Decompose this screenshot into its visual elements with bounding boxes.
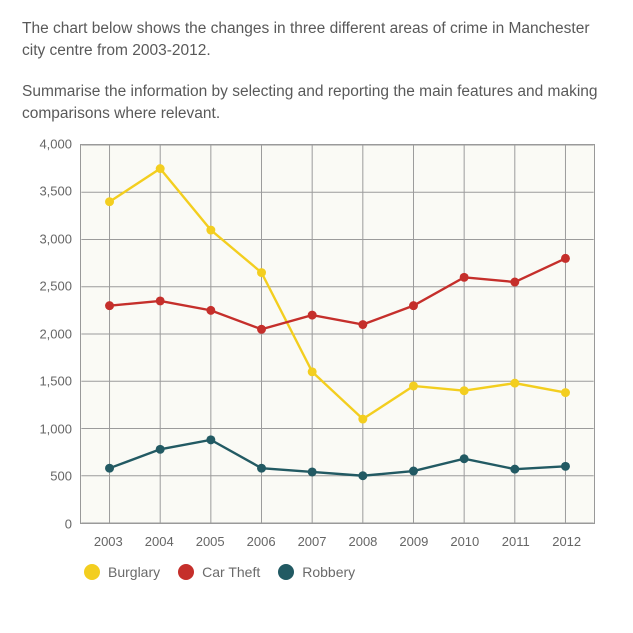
data-point [308, 367, 317, 376]
data-point [156, 296, 165, 305]
series-line-robbery [110, 440, 566, 476]
data-point [257, 464, 266, 473]
legend-label: Burglary [108, 564, 160, 580]
legend-label: Robbery [302, 564, 355, 580]
data-point [206, 306, 215, 315]
y-axis-labels: 05001,0001,5002,0002,5003,0003,5004,000 [22, 144, 80, 524]
x-tick-label: 2005 [196, 534, 225, 549]
y-tick-label: 4,000 [39, 136, 72, 151]
data-point [510, 465, 519, 474]
legend-item-robbery: Robbery [278, 564, 355, 580]
data-point [460, 386, 469, 395]
data-point [510, 277, 519, 286]
data-point [460, 454, 469, 463]
data-point [409, 301, 418, 310]
x-tick-label: 2003 [94, 534, 123, 549]
data-point [105, 301, 114, 310]
y-tick-label: 1,500 [39, 374, 72, 389]
data-point [206, 225, 215, 234]
data-point [409, 381, 418, 390]
x-tick-label: 2011 [502, 534, 530, 549]
data-point [358, 471, 367, 480]
y-tick-label: 2,000 [39, 326, 72, 341]
x-tick-label: 2004 [145, 534, 174, 549]
data-point [308, 467, 317, 476]
x-tick-label: 2012 [552, 534, 581, 549]
legend-swatch-icon [178, 564, 194, 580]
y-tick-label: 0 [65, 516, 72, 531]
task-paragraph-1: The chart below shows the changes in thr… [22, 18, 611, 63]
data-point [561, 462, 570, 471]
data-point [409, 466, 418, 475]
x-tick-label: 2007 [298, 534, 327, 549]
data-point [561, 254, 570, 263]
legend-item-burglary: Burglary [84, 564, 160, 580]
data-point [206, 435, 215, 444]
plot-area [80, 144, 595, 524]
x-tick-label: 2010 [450, 534, 479, 549]
task-text: The chart below shows the changes in thr… [22, 18, 611, 126]
plot-svg [81, 145, 594, 523]
data-point [105, 197, 114, 206]
task-paragraph-2: Summarise the information by selecting a… [22, 81, 611, 126]
data-point [257, 325, 266, 334]
y-tick-label: 500 [50, 469, 72, 484]
data-point [308, 310, 317, 319]
data-point [105, 464, 114, 473]
data-point [257, 268, 266, 277]
data-point [358, 320, 367, 329]
legend-label: Car Theft [202, 564, 260, 580]
data-point [358, 414, 367, 423]
x-tick-label: 2008 [348, 534, 377, 549]
x-tick-label: 2009 [399, 534, 428, 549]
y-tick-label: 3,500 [39, 184, 72, 199]
y-tick-label: 3,000 [39, 231, 72, 246]
legend-item-car-theft: Car Theft [178, 564, 260, 580]
crime-line-chart: 05001,0001,5002,0002,5003,0003,5004,000 … [22, 144, 610, 594]
data-point [156, 164, 165, 173]
data-point [561, 388, 570, 397]
legend: Burglary Car Theft Robbery [84, 564, 355, 580]
series-line-car-theft [110, 258, 566, 329]
data-point [156, 445, 165, 454]
legend-swatch-icon [84, 564, 100, 580]
x-tick-label: 2006 [247, 534, 276, 549]
y-tick-label: 2,500 [39, 279, 72, 294]
legend-swatch-icon [278, 564, 294, 580]
y-tick-label: 1,000 [39, 421, 72, 436]
data-point [460, 273, 469, 282]
data-point [510, 379, 519, 388]
